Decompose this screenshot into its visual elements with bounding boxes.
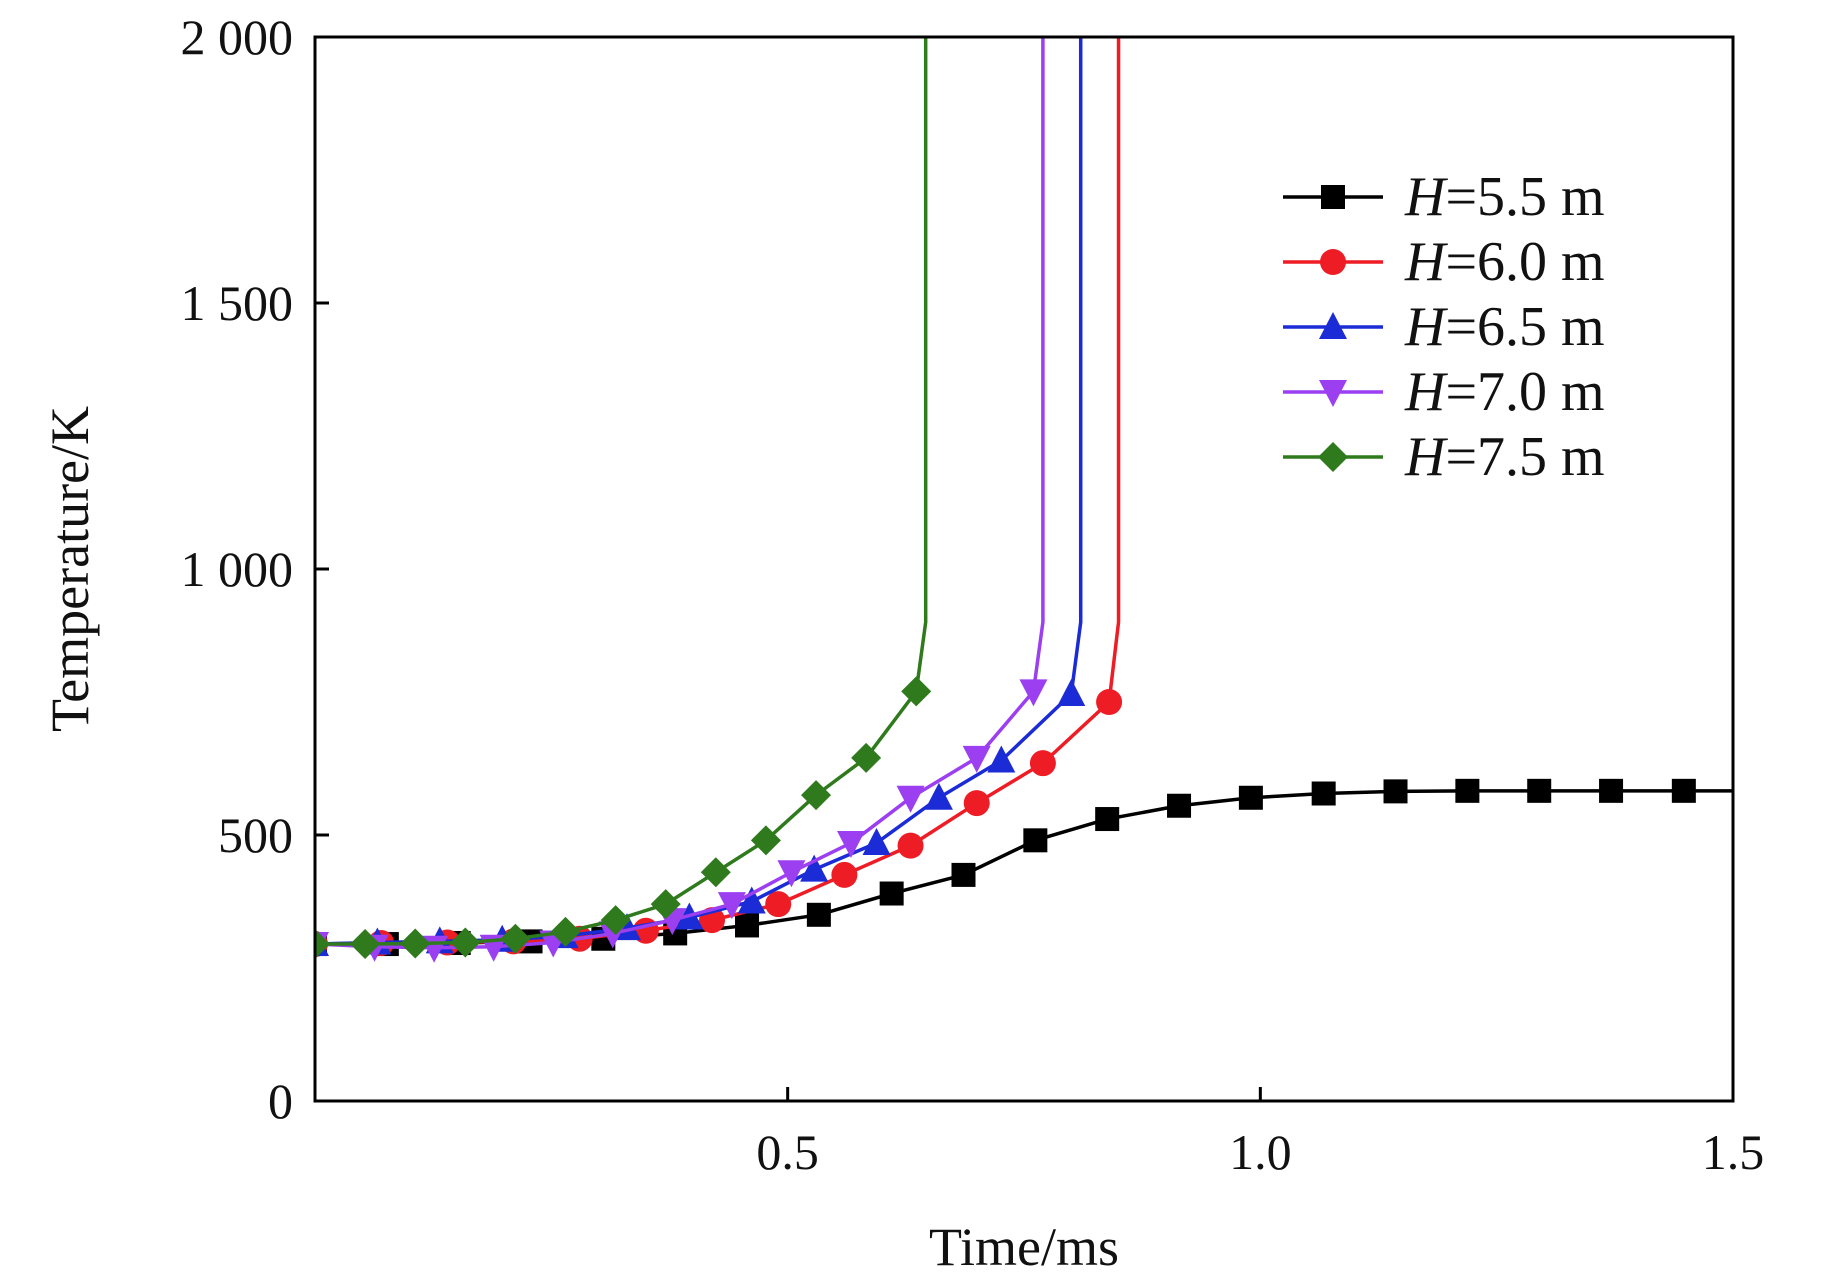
y-tick-label: 1 500	[181, 275, 294, 331]
circle-marker	[1029, 750, 1056, 777]
x-tick-label: 1.0	[1229, 1124, 1292, 1180]
diamond-marker	[801, 780, 832, 811]
series-line	[315, 37, 1045, 950]
triangle-down-marker	[1019, 679, 1048, 707]
y-axis-ticks: 0 500 1 000 1 500 2 000	[181, 9, 329, 1129]
diamond-marker	[315, 929, 330, 960]
legend-label: H=6.0 m	[1404, 231, 1605, 293]
diamond-marker	[550, 916, 581, 947]
x-tick-label: 1.5	[1702, 1124, 1765, 1180]
legend-label-variable: H	[1404, 426, 1448, 488]
triangle-down-marker	[896, 785, 925, 813]
triangle-down-marker	[962, 745, 991, 773]
series-line	[315, 37, 928, 946]
series-6.5m	[315, 37, 1086, 957]
diamond-marker	[1318, 442, 1348, 472]
x-tick-label: 0.5	[756, 1124, 819, 1180]
y-tick-label: 2 000	[181, 9, 294, 65]
triangle-up-marker	[800, 854, 829, 882]
legend-item: H=6.0 m	[1283, 231, 1605, 293]
triangle-up-marker	[862, 827, 891, 855]
circle-marker	[765, 891, 792, 918]
diamond-marker	[350, 929, 381, 960]
circle-marker	[897, 832, 924, 859]
square-marker	[1455, 778, 1480, 803]
legend-item: H=7.0 m	[1283, 361, 1605, 423]
square-marker	[806, 902, 831, 927]
y-tick-label: 0	[268, 1073, 293, 1129]
circle-marker	[1320, 249, 1346, 275]
square-marker	[1671, 778, 1696, 803]
triangle-down-marker	[837, 830, 866, 858]
diamond-marker	[700, 857, 731, 888]
legend-label-variable: H	[1404, 296, 1448, 358]
diamond-marker	[400, 928, 431, 959]
x-axis-ticks: 0.5 1.0 1.5	[756, 1087, 1764, 1180]
diamond-marker	[750, 825, 781, 856]
y-tick-label: 1 000	[181, 541, 294, 597]
triangle-down-marker	[717, 892, 746, 920]
legend-label-variable: H	[1404, 166, 1448, 228]
square-marker	[1023, 828, 1048, 853]
legend-label-value: =7.0 m	[1445, 361, 1604, 423]
legend-item: H=6.5 m	[1283, 296, 1605, 358]
circle-marker	[831, 861, 858, 888]
diamond-marker	[500, 923, 531, 954]
legend-label-variable: H	[1404, 361, 1448, 423]
y-tick-label: 500	[218, 807, 293, 863]
series-7.5m	[315, 37, 932, 960]
square-marker	[1311, 781, 1336, 806]
diamond-marker	[851, 742, 882, 773]
legend-label-value: =6.0 m	[1445, 231, 1604, 293]
legend-item: H=5.5 m	[1283, 166, 1605, 228]
square-marker	[1527, 778, 1552, 803]
series-line	[315, 789, 1733, 946]
diamond-marker	[650, 889, 681, 920]
legend-label: H=7.0 m	[1404, 361, 1605, 423]
square-marker	[1599, 778, 1624, 803]
diamond-marker	[450, 927, 481, 958]
triangle-up-marker	[737, 886, 766, 914]
legend: H=5.5 mH=6.0 mH=6.5 mH=7.0 mH=7.5 m	[1283, 166, 1605, 488]
circle-marker	[1096, 689, 1123, 715]
legend-label: H=6.5 m	[1404, 296, 1605, 358]
legend-label-value: =7.5 m	[1445, 426, 1604, 488]
legend-label-value: =6.5 m	[1445, 296, 1604, 358]
legend-label: H=7.5 m	[1404, 426, 1605, 488]
triangle-up-marker	[924, 782, 953, 810]
triangle-up-marker	[1057, 679, 1086, 707]
square-marker	[1167, 793, 1192, 818]
y-axis-label: Temperature/K	[40, 406, 100, 732]
series-layer	[315, 37, 1733, 963]
circle-marker	[963, 790, 990, 817]
square-marker	[1321, 185, 1345, 209]
square-marker	[1238, 785, 1263, 810]
series-6.0m	[315, 37, 1123, 958]
series-7.0m	[315, 37, 1048, 963]
square-marker	[1095, 807, 1120, 832]
triangle-down-marker	[1319, 380, 1347, 407]
diamond-marker	[600, 905, 631, 936]
legend-label-variable: H	[1404, 231, 1448, 293]
x-axis-label: Time/ms	[929, 1217, 1119, 1277]
triangle-up-marker	[1319, 312, 1347, 339]
legend-label: H=5.5 m	[1404, 166, 1605, 228]
square-marker	[735, 913, 760, 938]
diamond-marker	[901, 676, 932, 707]
triangle-up-marker	[987, 745, 1016, 773]
legend-label-value: =5.5 m	[1445, 166, 1604, 228]
legend-item: H=7.5 m	[1283, 426, 1605, 488]
triangle-down-marker	[777, 860, 806, 888]
square-marker	[879, 881, 904, 906]
square-marker	[1383, 779, 1408, 804]
series-line	[315, 37, 1121, 946]
square-marker	[951, 862, 976, 887]
